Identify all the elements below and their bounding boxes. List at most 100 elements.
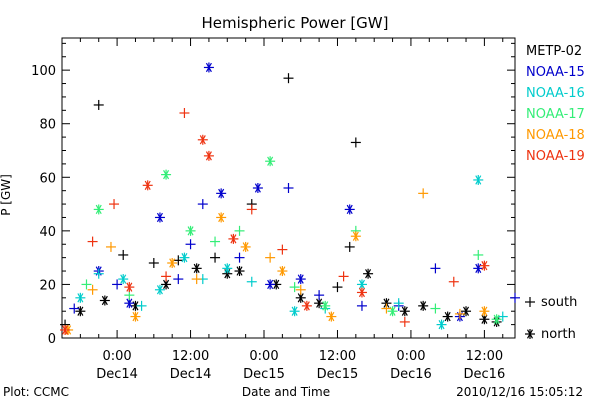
marker-legend-label: south — [541, 295, 577, 310]
data-point-south — [112, 279, 123, 290]
x-tick-label-time: 0:00 — [102, 349, 131, 364]
data-point-south — [525, 297, 535, 307]
data-point-south — [136, 300, 147, 311]
data-point-south — [197, 199, 208, 210]
data-point-south — [179, 108, 190, 118]
data-point-south — [93, 99, 104, 110]
x-tick-label-time: 12:00 — [172, 349, 209, 364]
footer-plot-source: Plot: CCMC — [3, 385, 69, 399]
series-noaa-19 — [60, 108, 490, 335]
x-tick-label-time: 0:00 — [396, 349, 425, 364]
y-tick-label: 20 — [39, 278, 56, 293]
legend-entry: NOAA-17 — [526, 107, 585, 122]
data-point-south — [210, 252, 221, 263]
data-point-north — [161, 169, 172, 180]
data-point-north — [179, 252, 190, 263]
x-tick-label-date: Dec15 — [317, 367, 359, 382]
data-point-south — [430, 303, 441, 314]
data-point-north — [167, 258, 178, 268]
data-point-south — [448, 276, 459, 287]
data-point-south — [191, 274, 202, 285]
data-point-north — [228, 233, 239, 244]
data-point-north — [265, 279, 276, 290]
data-point-south — [161, 271, 172, 282]
x-tick-label-time: 12:00 — [466, 349, 503, 364]
data-point-north — [442, 311, 453, 322]
data-point-north — [118, 274, 129, 285]
data-point-south — [454, 308, 465, 319]
data-point-north — [265, 156, 276, 167]
data-point-south — [173, 255, 184, 266]
x-tick-label-date: Dec16 — [390, 367, 432, 382]
data-point-north — [356, 279, 367, 290]
data-point-north — [161, 279, 172, 290]
data-point-south — [246, 204, 257, 215]
data-point-north — [203, 62, 214, 73]
data-point-north — [473, 174, 484, 185]
data-point-north — [216, 188, 227, 199]
data-point-south — [93, 268, 104, 279]
data-point-south — [246, 276, 257, 287]
data-point-south — [109, 199, 120, 210]
legend: METP-02 NOAA-15 NOAA-16 NOAA-17 NOAA-18 NOAA-… — [525, 44, 585, 342]
data-point-north — [234, 266, 245, 277]
data-marks — [60, 62, 520, 335]
data-point-south — [210, 236, 221, 247]
data-point-north — [197, 134, 208, 145]
data-point-north — [154, 212, 165, 223]
data-point-north — [75, 306, 86, 317]
data-point-north — [326, 311, 337, 322]
legend-entry: METP-02 — [526, 44, 582, 59]
data-point-north — [436, 319, 447, 330]
x-tick-label-date: Dec16 — [464, 367, 506, 382]
data-point-north — [350, 231, 361, 242]
data-point-north — [301, 300, 312, 311]
series-noaa-16 — [75, 174, 508, 330]
data-point-north — [124, 282, 135, 293]
data-point-north — [356, 287, 367, 298]
data-point-north — [479, 260, 490, 271]
data-point-south — [81, 279, 92, 290]
series-metp-02 — [60, 73, 502, 330]
data-point-south — [87, 236, 98, 247]
data-point-north — [142, 180, 153, 191]
data-point-north — [525, 329, 535, 339]
x-tick-label-time: 12:00 — [319, 349, 356, 364]
series-noaa-17 — [81, 156, 502, 325]
data-point-north — [344, 204, 355, 215]
data-point-south — [265, 252, 276, 263]
data-point-south — [381, 303, 392, 314]
y-tick-label: 40 — [39, 225, 56, 240]
data-point-south — [118, 249, 129, 260]
data-point-south — [344, 241, 355, 252]
data-point-south — [430, 263, 441, 274]
data-point-north — [203, 150, 214, 161]
data-point-north — [289, 306, 300, 317]
data-point-north — [363, 268, 374, 279]
data-point-north — [60, 324, 71, 335]
data-point-south — [332, 282, 343, 293]
data-point-north — [277, 266, 288, 277]
data-point-south — [399, 316, 410, 327]
data-point-south — [393, 298, 404, 309]
chart-title: Hemispheric Power [GW] — [202, 14, 389, 32]
legend-entry: NOAA-19 — [526, 149, 585, 164]
y-axis-label: P [GW] — [0, 174, 13, 216]
data-point-south — [69, 303, 80, 314]
data-point-south — [314, 290, 325, 301]
series-noaa-18 — [63, 188, 490, 335]
data-point-south — [338, 271, 349, 282]
axes: 0 20 40 60 80 100 0:00 Dec14 12:00 Dec14 0:00 Dec15… — [31, 37, 516, 382]
data-point-north — [75, 292, 86, 303]
data-point-south — [295, 284, 306, 295]
data-point-north — [240, 241, 251, 252]
data-point-south — [289, 282, 300, 293]
y-tick-label: 80 — [39, 118, 56, 133]
data-point-north — [252, 183, 263, 193]
data-point-north — [473, 263, 484, 274]
data-point-south — [510, 292, 520, 303]
x-tick-label-date: Dec15 — [243, 367, 285, 382]
data-point-north — [216, 212, 227, 223]
